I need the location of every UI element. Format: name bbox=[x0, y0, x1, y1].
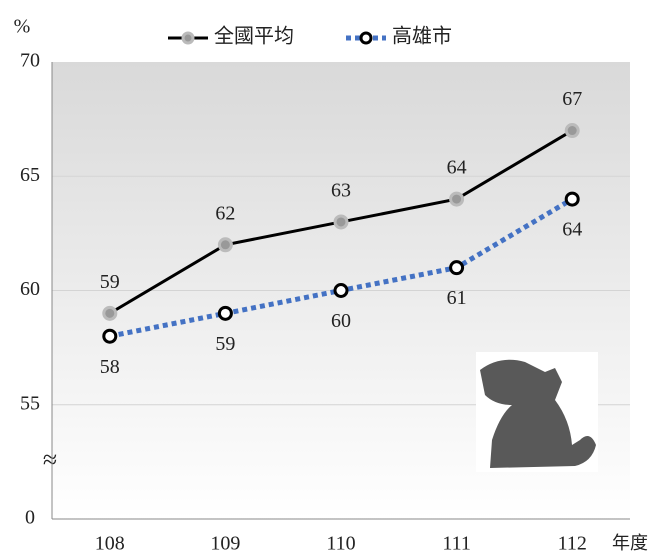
y-unit: % bbox=[14, 16, 31, 38]
legend-marker bbox=[359, 31, 373, 45]
point bbox=[217, 305, 233, 321]
point bbox=[217, 237, 233, 253]
value-label: 63 bbox=[331, 180, 351, 202]
y-tick-label: 60 bbox=[20, 278, 40, 300]
dog-icon bbox=[476, 352, 598, 472]
point bbox=[102, 328, 118, 344]
legend-label: 高雄市 bbox=[392, 25, 452, 48]
x-tick-label: 108 bbox=[95, 533, 125, 555]
y-tick-label: 0 bbox=[25, 507, 35, 529]
point bbox=[333, 283, 349, 298]
value-label: 59 bbox=[215, 333, 235, 355]
point bbox=[449, 260, 465, 276]
x-unit: 年度 bbox=[612, 533, 648, 553]
x-tick-label: 110 bbox=[326, 533, 355, 555]
value-label: 62 bbox=[215, 202, 235, 224]
y-tick-label: 65 bbox=[20, 164, 40, 186]
value-label: 64 bbox=[562, 219, 582, 241]
point bbox=[449, 191, 465, 207]
point bbox=[333, 214, 349, 230]
value-label: 58 bbox=[100, 356, 120, 378]
legend-marker bbox=[181, 31, 195, 45]
value-label: 59 bbox=[100, 271, 120, 293]
x-tick-label: 111 bbox=[442, 533, 471, 555]
axis-break: ≈ bbox=[43, 445, 57, 474]
value-label: 61 bbox=[447, 287, 467, 309]
point bbox=[564, 123, 580, 139]
value-label: 64 bbox=[447, 157, 467, 179]
point bbox=[102, 305, 118, 321]
y-tick-label: 70 bbox=[20, 50, 40, 72]
x-tick-label: 109 bbox=[210, 533, 240, 555]
value-label: 67 bbox=[562, 88, 582, 110]
legend-label: 全國平均 bbox=[214, 25, 294, 48]
point bbox=[564, 191, 580, 207]
y-tick-label: 55 bbox=[20, 392, 40, 414]
value-label: 60 bbox=[331, 310, 351, 332]
x-tick-label: 112 bbox=[558, 533, 587, 555]
